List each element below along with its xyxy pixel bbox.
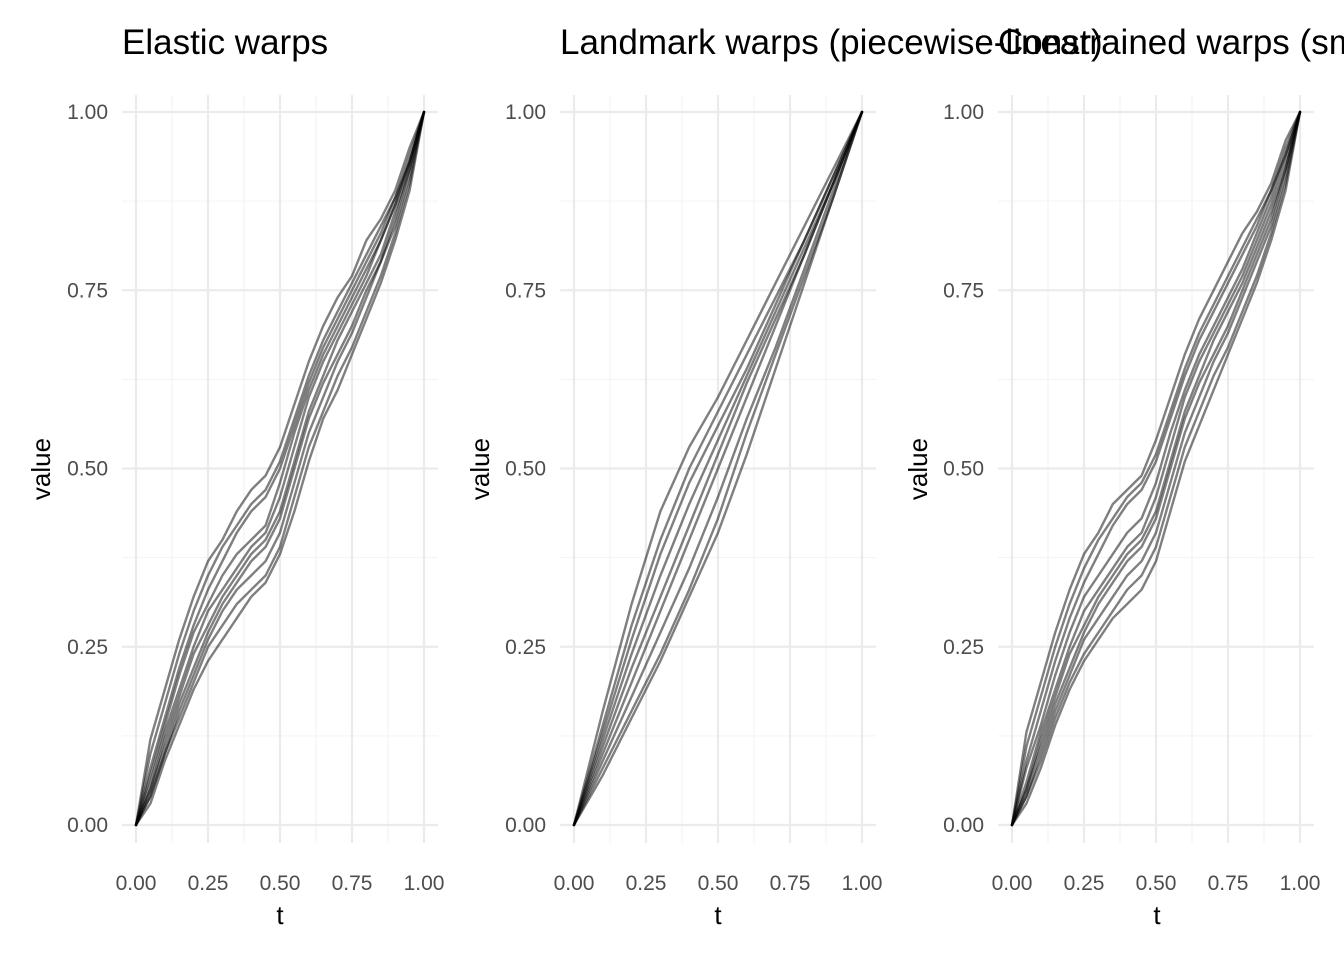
warp-line-constrained-warps-9 bbox=[1010, 110, 1302, 827]
warp-line-elastic-warps-8 bbox=[134, 110, 426, 827]
x-axis-title-landmark: t bbox=[714, 900, 722, 930]
warp-line-landmark-warps-3 bbox=[572, 110, 864, 827]
y-tick-label: 1.00 bbox=[67, 101, 108, 124]
y-axis-title-constrained: value bbox=[903, 438, 933, 500]
warp-line-constrained-warps-5 bbox=[1010, 110, 1302, 827]
warp-line-constrained-warps-8 bbox=[1010, 110, 1302, 827]
panel-title-landmark: Landmark warps (piecewise-linear) bbox=[560, 23, 1103, 62]
warp-line-elastic-warps-5 bbox=[134, 110, 426, 827]
x-tick-label: 0.50 bbox=[260, 872, 301, 895]
y-tick-label: 0.00 bbox=[67, 814, 108, 837]
series-lines-elastic bbox=[134, 110, 426, 827]
panel-title-elastic: Elastic warps bbox=[122, 23, 328, 62]
x-tick-label: 0.75 bbox=[770, 872, 811, 895]
panel-landmark-warps: 0.00 0.25 0.50 0.75 1.00 0.00 0.25 0.50 0.75 1.00… bbox=[465, 95, 882, 930]
warp-line-constrained-warps-1 bbox=[1010, 110, 1302, 827]
y-tick-label: 0.50 bbox=[67, 458, 108, 481]
panel-constrained-warps: 0.00 0.25 0.50 0.75 1.00 0.00 0.25 0.50 0.75 1.00… bbox=[903, 95, 1320, 930]
y-tick-label: 0.25 bbox=[505, 636, 546, 659]
y-tick-label: 0.25 bbox=[943, 636, 984, 659]
x-tick-label: 0.00 bbox=[554, 872, 595, 895]
panel-title-constrained: Constrained warps (sm bbox=[998, 23, 1344, 62]
warp-line-landmark-warps-4 bbox=[572, 110, 864, 827]
warp-line-elastic-warps-3 bbox=[134, 110, 426, 827]
warp-line-landmark-warps-9 bbox=[572, 110, 864, 827]
y-tick-label: 0.00 bbox=[505, 814, 546, 837]
x-tick-label: 0.25 bbox=[626, 872, 667, 895]
warp-line-constrained-warps-6 bbox=[1010, 110, 1302, 827]
x-tick-label: 0.25 bbox=[1064, 872, 1105, 895]
warp-line-constrained-warps-2 bbox=[1010, 110, 1302, 827]
y-tick-label: 0.75 bbox=[67, 279, 108, 302]
warp-line-elastic-warps-1 bbox=[134, 110, 426, 827]
x-axis-title-constrained: t bbox=[1153, 900, 1161, 930]
y-tick-label: 0.75 bbox=[505, 279, 546, 302]
x-tick-label: 0.00 bbox=[992, 872, 1033, 895]
warp-line-elastic-warps-10 bbox=[134, 110, 426, 827]
warp-line-constrained-warps-10 bbox=[1010, 110, 1302, 827]
x-tick-label: 0.00 bbox=[116, 872, 157, 895]
warp-line-elastic-warps-9 bbox=[134, 110, 426, 827]
x-tick-label: 0.50 bbox=[1136, 872, 1177, 895]
y-tick-label: 1.00 bbox=[505, 101, 546, 124]
warp-line-landmark-warps-6 bbox=[572, 110, 864, 827]
y-tick-label: 0.75 bbox=[943, 279, 984, 302]
y-tick-label: 0.25 bbox=[67, 636, 108, 659]
warp-line-landmark-warps-1 bbox=[572, 110, 864, 827]
series-lines-constrained bbox=[1010, 110, 1302, 827]
y-axis-title-landmark: value bbox=[465, 438, 495, 500]
tick-labels-constrained: 0.00 0.25 0.50 0.75 1.00 0.00 0.25 0.50 0.75 1.00 bbox=[943, 101, 1320, 895]
warp-line-constrained-warps-7 bbox=[1010, 110, 1302, 827]
warp-line-landmark-warps-8 bbox=[572, 110, 864, 827]
x-tick-label: 0.50 bbox=[698, 872, 739, 895]
y-tick-label: 0.00 bbox=[943, 814, 984, 837]
y-tick-label: 1.00 bbox=[943, 101, 984, 124]
warp-line-elastic-warps-6 bbox=[134, 110, 426, 827]
warp-line-landmark-warps-7 bbox=[572, 110, 864, 827]
warp-line-constrained-warps-3 bbox=[1010, 110, 1302, 827]
tick-labels-landmark: 0.00 0.25 0.50 0.75 1.00 0.00 0.25 0.50 0.75 1.00 bbox=[505, 101, 882, 895]
x-axis-title-elastic: t bbox=[276, 900, 284, 930]
panel-elastic-warps: 0.00 0.25 0.50 0.75 1.00 0.00 0.25 0.50 0.75 1.00… bbox=[26, 23, 444, 930]
series-lines-landmark bbox=[572, 110, 864, 827]
x-tick-label: 0.25 bbox=[188, 872, 229, 895]
tick-labels-elastic: 0.00 0.25 0.50 0.75 1.00 0.00 0.25 0.50 0.75 1.00 bbox=[67, 101, 444, 895]
y-tick-label: 0.50 bbox=[943, 458, 984, 481]
warp-line-constrained-warps-4 bbox=[1010, 110, 1302, 827]
x-tick-label: 0.75 bbox=[1208, 872, 1249, 895]
x-tick-label: 1.00 bbox=[404, 872, 445, 895]
x-tick-label: 1.00 bbox=[1280, 872, 1321, 895]
y-tick-label: 0.50 bbox=[505, 458, 546, 481]
y-axis-title-elastic: value bbox=[26, 438, 56, 500]
x-tick-label: 1.00 bbox=[842, 872, 883, 895]
warp-line-elastic-warps-2 bbox=[134, 110, 426, 827]
x-tick-label: 0.75 bbox=[332, 872, 373, 895]
